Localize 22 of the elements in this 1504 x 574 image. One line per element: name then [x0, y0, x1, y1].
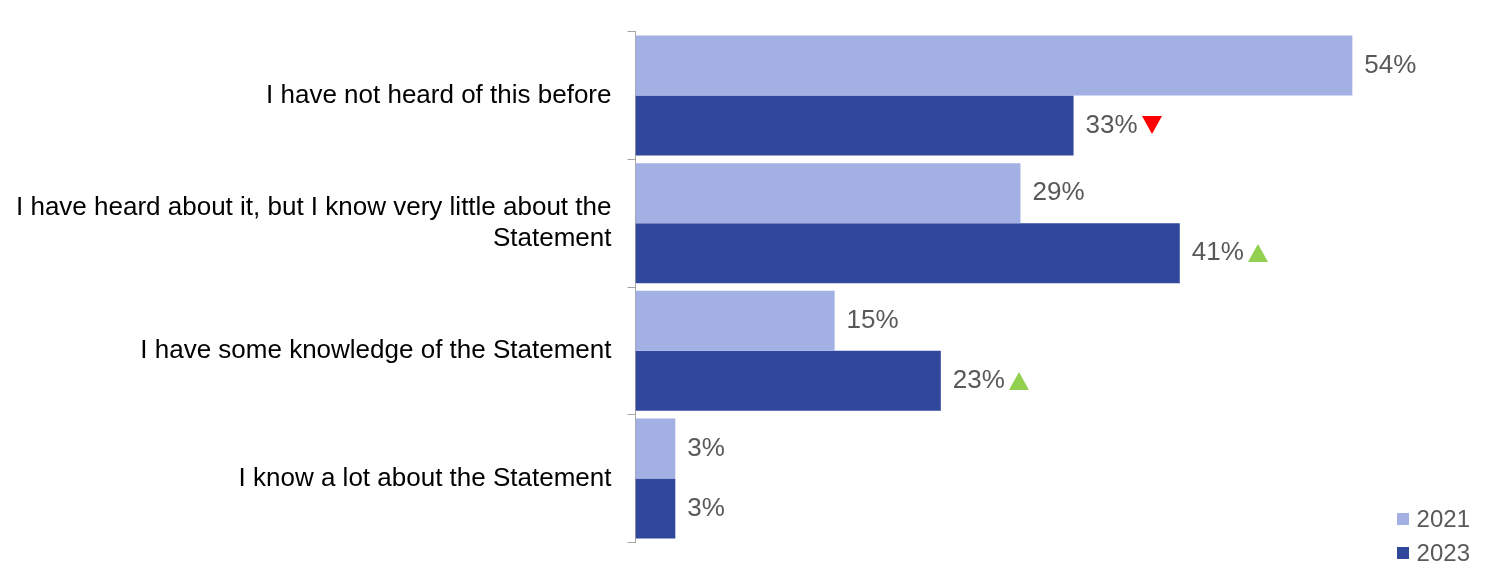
data-label: 23%: [952, 364, 1005, 395]
data-label: 15%: [846, 304, 899, 335]
legend-label: 2023: [1416, 539, 1470, 567]
y-tick-label: I have some knowledge of the Statement: [140, 334, 613, 365]
y-tick-label: I know a lot about the Statement: [238, 461, 613, 492]
legend-label: 2021: [1416, 505, 1470, 533]
y-tick-label: I have heard about it, but I know very little about the Statement: [15, 190, 613, 252]
data-label: 3%: [687, 491, 725, 522]
bar: [635, 350, 941, 411]
y-tick-label: I have not heard of this before: [266, 78, 612, 109]
bar: [635, 95, 1074, 156]
data-label: 3%: [687, 431, 725, 462]
bar: [635, 478, 676, 539]
bar: [635, 163, 1021, 224]
data-label: 41%: [1191, 236, 1244, 267]
bar: [635, 290, 835, 351]
bar: [635, 223, 1180, 284]
data-label: 54%: [1364, 48, 1417, 79]
data-label: 29%: [1032, 176, 1085, 207]
bar: [635, 418, 676, 479]
data-label: 33%: [1085, 108, 1138, 139]
bar: [635, 35, 1353, 96]
